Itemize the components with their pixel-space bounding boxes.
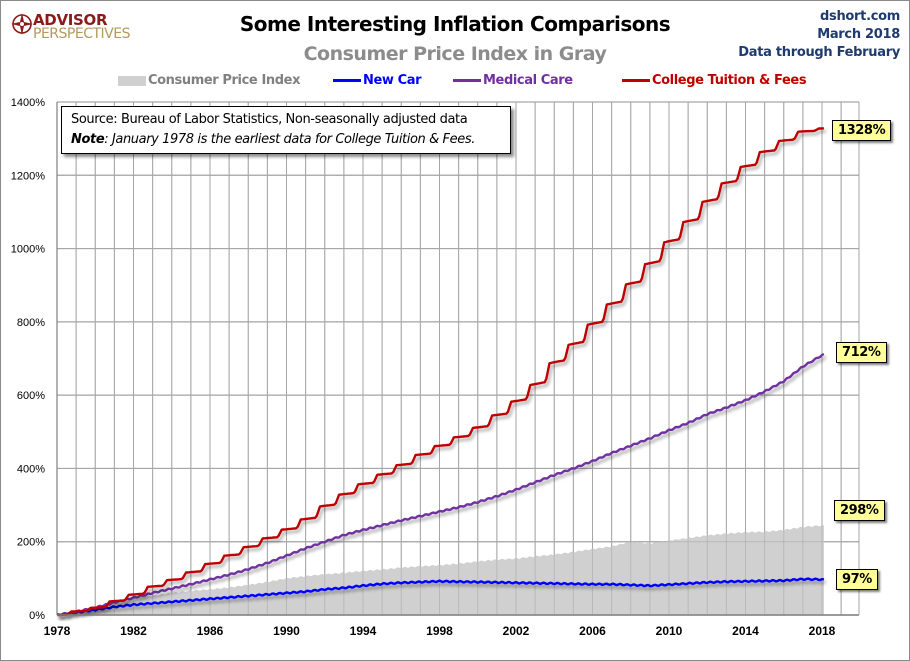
y-tick-label: 1200%	[11, 170, 45, 182]
chart-title: Some Interesting Inflation Comparisons	[239, 12, 671, 36]
x-tick-label: 2006	[579, 624, 606, 638]
legend-swatch-college	[622, 79, 650, 82]
y-tick-label: 0%	[29, 610, 45, 622]
legend-label-cpi: Consumer Price Index	[148, 73, 301, 88]
legend-item-new-car: New Car	[333, 73, 422, 88]
y-tick-label: 1000%	[11, 244, 45, 256]
y-tick-label: 600%	[17, 390, 45, 402]
x-tick-labels: 1978 1982 1986 1990 1994 1998 2002 2006 2010 2014…	[44, 624, 836, 638]
x-tick-label: 1990	[273, 624, 300, 638]
legend-label-college: College Tuition & Fees	[652, 73, 807, 88]
y-tick-labels: 0% 200% 400% 600% 800% 1000% 1200% 1400%	[11, 97, 45, 622]
legend-item-medical-care: Medical Care	[453, 73, 573, 88]
note-line: Note: January 1978 is the earliest data …	[71, 130, 510, 150]
logo-text-perspectives: PERSPECTIVES	[33, 26, 130, 42]
legend-swatch-cpi	[118, 75, 146, 86]
chart-subtitle: Consumer Price Index in Gray	[303, 43, 607, 65]
chart-legend: Consumer Price Index New Car Medical Car…	[0, 73, 910, 93]
credit-date: March 2018	[817, 27, 900, 42]
callout-new-car: 97%	[836, 569, 878, 590]
series-line-college-tuition	[56, 127, 824, 617]
source-text: Source: Bureau of Labor Statistics, Non-…	[71, 112, 468, 127]
note-label: Note	[71, 132, 105, 147]
x-tick-label: 2018	[809, 624, 836, 638]
y-tick-label: 1400%	[11, 97, 45, 109]
note-text: : January 1978 is the earliest data for …	[104, 132, 475, 147]
x-tick-label: 1986	[197, 624, 224, 638]
grid-over-area	[56, 101, 859, 616]
x-tick-label: 1982	[120, 624, 147, 638]
legend-item-cpi: Consumer Price Index	[118, 73, 300, 88]
x-tick-label: 1978	[44, 624, 71, 638]
legend-swatch-new-car	[333, 79, 361, 82]
credit-block: dshort.com March 2018 Data through Febru…	[738, 8, 900, 62]
legend-item-college: College Tuition & Fees	[622, 73, 807, 88]
series-lines	[56, 127, 825, 617]
compass-logo-icon	[11, 13, 33, 35]
logo-text-advisor: ADVISOR	[33, 11, 108, 29]
callout-consumer-price-index: 298%	[834, 500, 885, 521]
legend-swatch-medical-care	[453, 79, 481, 82]
y-tick-label: 200%	[17, 537, 45, 549]
callout-college-tuition-fees: 1328%	[832, 120, 892, 141]
credit-site: dshort.com	[820, 9, 900, 24]
y-tick-label: 800%	[17, 317, 45, 329]
callout-medical-care: 712%	[836, 342, 887, 363]
x-tick-label: 1998	[426, 624, 453, 638]
credit-data-through: Data through February	[738, 45, 900, 60]
series-line-new-car	[56, 577, 825, 617]
x-tick-label: 2010	[656, 624, 683, 638]
x-tick-label: 2002	[503, 624, 530, 638]
y-tick-label: 400%	[17, 463, 45, 475]
x-tick-label: 2014	[732, 624, 759, 638]
series-line-medical-care	[57, 352, 825, 617]
source-note-box: Source: Bureau of Labor Statistics, Non-…	[61, 106, 511, 154]
legend-label-medical-care: Medical Care	[483, 73, 573, 88]
x-tick-label: 1994	[350, 624, 377, 638]
legend-label-new-car: New Car	[363, 73, 422, 88]
